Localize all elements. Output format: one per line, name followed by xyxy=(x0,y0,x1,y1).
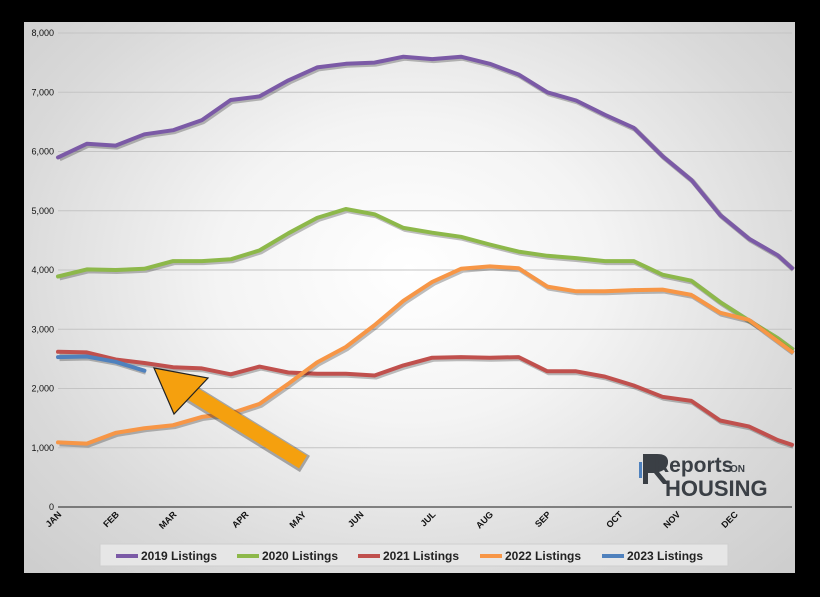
series-line xyxy=(56,354,147,373)
arrow-shaft xyxy=(176,379,307,469)
legend-label: 2019 Listings xyxy=(141,549,217,563)
arrow-head xyxy=(152,367,210,416)
line-chart: 0 1,000 2,000 3,000 4,000 5,000 6,000 7,000 8,00… xyxy=(31,28,795,567)
y-tick-label: 2,000 xyxy=(31,384,54,394)
x-tick-label: SEP xyxy=(533,509,553,529)
series-line-shadow xyxy=(58,55,795,272)
y-tick-label: 0 xyxy=(49,502,54,512)
legend-label: 2022 Listings xyxy=(505,549,581,563)
y-tick-label: 7,000 xyxy=(31,87,54,97)
legend-box xyxy=(99,543,729,567)
x-tick-label: FEB xyxy=(101,509,121,529)
reports-on-housing-logo: Reports ON HOUSING xyxy=(639,454,768,501)
gridlines xyxy=(58,32,792,508)
y-tick-label: 6,000 xyxy=(31,147,54,157)
y-tick-label: 8,000 xyxy=(31,28,54,38)
x-tick-label: JAN xyxy=(44,509,64,529)
x-tick-label: AUG xyxy=(474,509,495,530)
series-line xyxy=(56,264,794,446)
x-tick-label: MAR xyxy=(157,509,179,531)
legend-label: 2023 Listings xyxy=(627,549,703,563)
x-axis-ticks: JAN FEB MAR APR MAY JUN JUL AUG SEP OCT NOV DEC xyxy=(44,509,741,531)
y-tick-label: 1,000 xyxy=(31,443,54,453)
x-tick-label: DEC xyxy=(719,509,740,530)
x-tick-label: JUN xyxy=(346,509,366,529)
series-line xyxy=(56,207,794,351)
x-tick-label: JUL xyxy=(419,509,438,528)
y-axis-ticks: 0 1,000 2,000 3,000 4,000 5,000 6,000 7,000 8,00… xyxy=(31,28,54,512)
logo-line1: Reports xyxy=(654,454,733,477)
annotation-arrow xyxy=(152,367,310,473)
y-tick-label: 3,000 xyxy=(31,324,54,334)
series-line xyxy=(56,54,794,271)
series-lines xyxy=(56,54,795,449)
legend-label: 2020 Listings xyxy=(262,549,338,563)
logo-line1-suffix: ON xyxy=(730,464,745,475)
x-tick-label: MAY xyxy=(287,509,308,530)
chart-frame: 0 1,000 2,000 3,000 4,000 5,000 6,000 7,000 8,00… xyxy=(24,22,795,573)
x-tick-label: NOV xyxy=(661,509,682,530)
logo-r-mark xyxy=(643,454,669,484)
series-line xyxy=(56,349,794,447)
y-tick-label: 4,000 xyxy=(31,265,54,275)
legend-label: 2021 Listings xyxy=(383,549,459,563)
legend: 2019 Listings 2020 Listings 2021 Listings 2… xyxy=(116,549,703,563)
x-tick-label: OCT xyxy=(604,509,625,530)
y-tick-label: 5,000 xyxy=(31,206,54,216)
logo-line2: HOUSING xyxy=(665,476,768,501)
x-tick-label: APR xyxy=(230,509,251,530)
